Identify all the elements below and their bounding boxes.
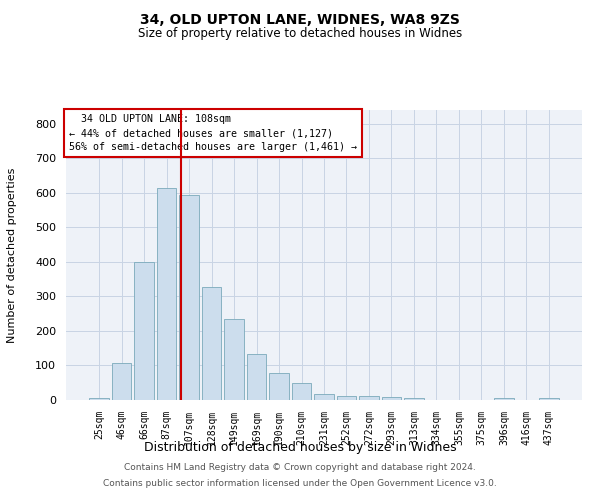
Bar [404,398,424,400]
Bar [292,382,311,400]
Text: 34 OLD UPTON LANE: 108sqm
← 44% of detached houses are smaller (1,127)
56% of se: 34 OLD UPTON LANE: 108sqm ← 44% of detac… [68,114,356,152]
Bar [382,396,401,400]
Text: Distribution of detached houses by size in Widnes: Distribution of detached houses by size … [143,441,457,454]
Bar [157,188,176,400]
Text: Number of detached properties: Number of detached properties [7,168,17,342]
Bar [224,319,244,400]
Bar [494,398,514,400]
Text: Size of property relative to detached houses in Widnes: Size of property relative to detached ho… [138,28,462,40]
Bar [247,354,266,400]
Text: Contains HM Land Registry data © Crown copyright and database right 2024.: Contains HM Land Registry data © Crown c… [124,464,476,472]
Bar [269,374,289,400]
Bar [89,398,109,400]
Bar [359,396,379,400]
Text: 34, OLD UPTON LANE, WIDNES, WA8 9ZS: 34, OLD UPTON LANE, WIDNES, WA8 9ZS [140,12,460,26]
Bar [314,394,334,400]
Bar [112,363,131,400]
Bar [134,262,154,400]
Bar [179,196,199,400]
Bar [202,287,221,400]
Text: Contains public sector information licensed under the Open Government Licence v3: Contains public sector information licen… [103,478,497,488]
Bar [539,398,559,400]
Bar [337,396,356,400]
